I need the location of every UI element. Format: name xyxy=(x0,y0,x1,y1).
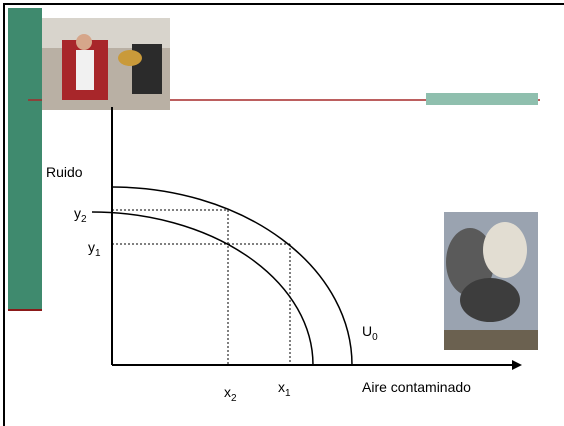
accent-block xyxy=(426,93,538,105)
label-sub: 1 xyxy=(285,388,291,399)
x-axis-label: Aire contaminado xyxy=(362,379,471,395)
label-base: x xyxy=(224,384,231,400)
y-axis-label: Ruido xyxy=(46,164,83,180)
label-base: y xyxy=(74,205,81,221)
photo-musicians xyxy=(42,18,170,110)
label-sub: 2 xyxy=(231,393,237,404)
label-base: U xyxy=(362,323,372,339)
slide: Ruido Aire contaminado y2 y1 x2 x1 U0 xyxy=(0,0,564,426)
label-sub: 2 xyxy=(81,214,87,225)
side-bar xyxy=(8,8,42,310)
label-base: y xyxy=(88,239,95,255)
label-sub: 1 xyxy=(95,248,101,259)
label-base: x xyxy=(278,379,285,395)
photo-smoke xyxy=(444,212,538,350)
label-sub: 0 xyxy=(372,332,378,343)
